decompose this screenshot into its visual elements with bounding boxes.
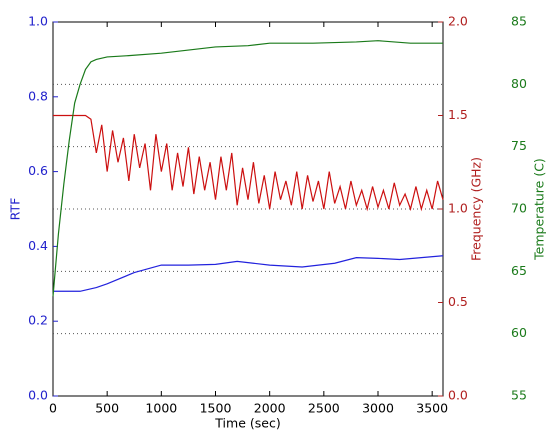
- y-axis-label: RTF: [8, 198, 23, 221]
- series-line: [53, 114, 444, 212]
- x-tick-label: 3000: [362, 401, 394, 416]
- y3-tick-label: 55: [511, 388, 527, 403]
- y3-tick-label: 70: [511, 201, 527, 216]
- y2-tick-label: 1.0: [448, 201, 468, 216]
- x-tick-label: 1000: [145, 401, 177, 416]
- y-tick-label: 0.6: [28, 163, 48, 178]
- y-tick-label: 0.4: [28, 238, 48, 253]
- series-line: [52, 40, 443, 297]
- y-tick-label: 1.0: [28, 14, 48, 29]
- x-tick-label: 2000: [254, 401, 286, 416]
- y2-tick-label: 0.0: [448, 388, 468, 403]
- y3-tick-label: 65: [511, 263, 527, 278]
- y2-tick-label: 2.0: [448, 14, 468, 29]
- x-tick-label: 500: [95, 401, 119, 416]
- y2-tick-label: 0.5: [448, 294, 468, 309]
- x-tick-label: 0: [49, 401, 57, 416]
- y3-tick-label: 80: [511, 76, 527, 91]
- y3-tick-label: 75: [511, 138, 527, 153]
- x-tick-label: 1500: [200, 401, 232, 416]
- y-tick-label: 0.8: [28, 88, 48, 103]
- series-line: [53, 255, 444, 292]
- y3-tick-label: 85: [511, 14, 527, 29]
- y3-axis-label: Temperature (C): [532, 158, 547, 261]
- plot-frame: [52, 21, 444, 397]
- y-tick-label: 0.0: [28, 388, 48, 403]
- x-axis-label: Time (sec): [214, 416, 280, 431]
- y3-tick-label: 60: [511, 325, 527, 340]
- y2-axis-label: Frequency (GHz): [469, 157, 484, 261]
- y2-tick-label: 1.5: [448, 107, 468, 122]
- x-tick-label: 3500: [416, 401, 448, 416]
- x-tick-label: 2500: [308, 401, 340, 416]
- y-tick-label: 0.2: [28, 313, 48, 328]
